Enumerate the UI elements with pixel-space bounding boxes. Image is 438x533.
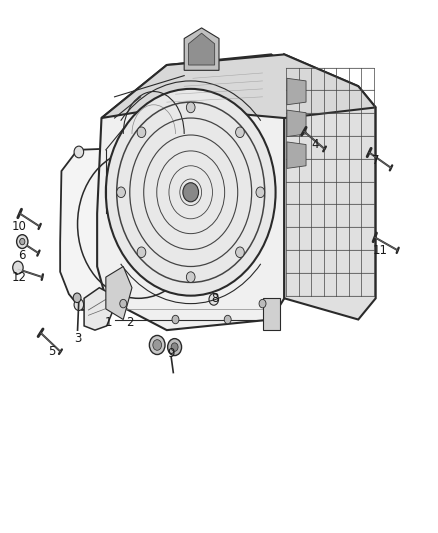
- Polygon shape: [60, 144, 217, 310]
- Circle shape: [106, 89, 276, 296]
- Circle shape: [256, 187, 265, 198]
- Text: 4: 4: [311, 138, 318, 151]
- Polygon shape: [84, 288, 114, 330]
- Polygon shape: [102, 54, 376, 118]
- Circle shape: [73, 293, 81, 303]
- Text: 8: 8: [211, 292, 218, 305]
- Circle shape: [20, 238, 25, 245]
- Text: 11: 11: [373, 244, 388, 257]
- Circle shape: [186, 272, 195, 282]
- Circle shape: [74, 146, 84, 158]
- Text: 6: 6: [18, 249, 26, 262]
- Circle shape: [209, 142, 219, 154]
- Text: 10: 10: [11, 220, 26, 233]
- Circle shape: [236, 247, 244, 257]
- Circle shape: [183, 183, 198, 202]
- Circle shape: [149, 335, 165, 354]
- Circle shape: [168, 338, 182, 356]
- Circle shape: [209, 294, 219, 305]
- Circle shape: [13, 261, 23, 274]
- Text: 2: 2: [126, 316, 134, 329]
- Polygon shape: [97, 54, 284, 330]
- Circle shape: [74, 299, 84, 311]
- Text: 12: 12: [12, 271, 27, 284]
- Circle shape: [259, 300, 266, 308]
- Circle shape: [171, 343, 178, 351]
- Circle shape: [186, 102, 195, 113]
- Circle shape: [153, 340, 162, 350]
- Circle shape: [120, 300, 127, 308]
- Circle shape: [117, 187, 125, 198]
- Circle shape: [137, 127, 146, 138]
- Polygon shape: [287, 78, 306, 105]
- Circle shape: [172, 316, 179, 324]
- Text: 3: 3: [74, 332, 81, 344]
- Circle shape: [236, 127, 244, 138]
- Circle shape: [137, 247, 146, 257]
- Polygon shape: [106, 266, 132, 319]
- Circle shape: [17, 235, 28, 248]
- Text: 9: 9: [167, 348, 175, 360]
- Text: 7: 7: [372, 154, 379, 167]
- Polygon shape: [262, 298, 280, 330]
- Text: 1: 1: [104, 316, 112, 329]
- Polygon shape: [287, 142, 306, 168]
- Circle shape: [224, 316, 231, 324]
- Text: 5: 5: [48, 345, 55, 358]
- Polygon shape: [184, 28, 219, 70]
- Polygon shape: [287, 110, 306, 136]
- Polygon shape: [188, 33, 215, 65]
- Polygon shape: [284, 54, 376, 319]
